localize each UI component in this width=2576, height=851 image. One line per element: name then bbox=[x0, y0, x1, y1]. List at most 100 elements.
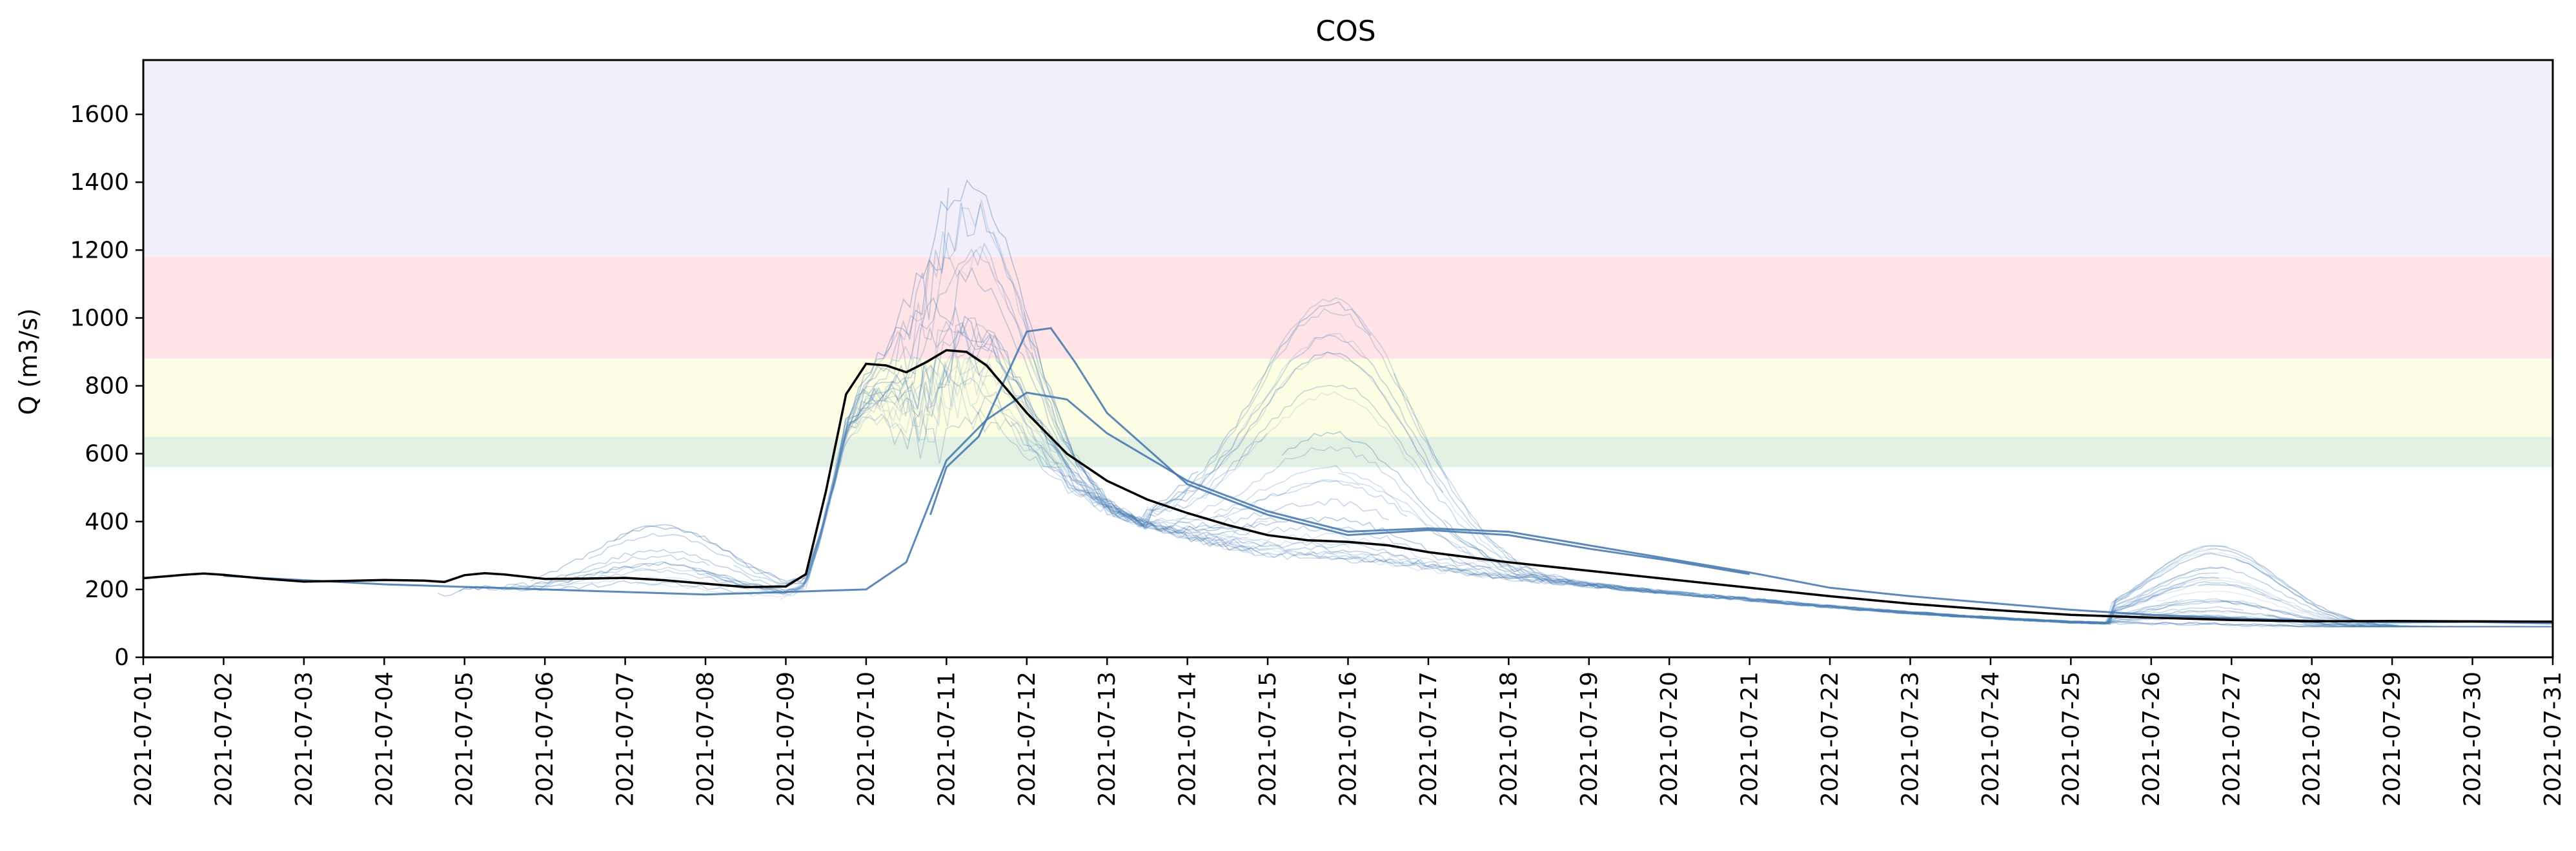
ensemble-member bbox=[2156, 590, 2549, 628]
ensemble-member bbox=[1925, 612, 2440, 628]
x-tick-label: 2021-07-17 bbox=[1415, 672, 1442, 806]
ensemble-member bbox=[848, 355, 1248, 541]
y-axis: 0 200 400 600 800 1000 1200 1400 1600 bbox=[70, 101, 143, 671]
x-tick-label: 2021-07-07 bbox=[613, 672, 639, 806]
ensemble-member bbox=[469, 387, 875, 593]
ensemble-member bbox=[1195, 535, 1524, 582]
ensemble-member bbox=[918, 363, 1266, 545]
ensemble-member bbox=[829, 357, 1350, 549]
x-tick-label: 2021-07-27 bbox=[2218, 672, 2245, 806]
x-tick-label: 2021-07-23 bbox=[1898, 672, 1924, 806]
ensemble-member bbox=[2351, 624, 2551, 628]
x-tick-label: 2021-07-03 bbox=[291, 672, 318, 806]
ensemble-median bbox=[223, 391, 2553, 624]
ensemble-member bbox=[1023, 301, 1372, 528]
ensemble-member bbox=[2402, 626, 2550, 628]
ensemble-member bbox=[1118, 307, 1447, 522]
ensemble-member bbox=[1161, 334, 1657, 593]
ensemble-member bbox=[437, 580, 753, 597]
ensemble-forecasts bbox=[223, 179, 2553, 628]
ensemble-member bbox=[992, 231, 1366, 523]
ensemble-member bbox=[1393, 373, 1774, 603]
ensemble-member bbox=[1792, 595, 2159, 624]
ensemble-member bbox=[1894, 566, 2229, 625]
ensemble-member bbox=[1503, 571, 1947, 615]
ensemble-member bbox=[706, 329, 1061, 593]
ensemble-member bbox=[1093, 493, 1570, 586]
ensemble-member bbox=[531, 188, 949, 584]
ensemble-member bbox=[1468, 543, 2009, 620]
x-tick-label: 2021-07-29 bbox=[2379, 672, 2406, 806]
observed-line bbox=[143, 349, 2553, 623]
ensemble-member bbox=[1909, 553, 2398, 628]
ensemble-member bbox=[636, 379, 1164, 598]
y-tick-label: 0 bbox=[114, 644, 129, 671]
ensemble-member bbox=[938, 315, 1492, 569]
ensemble-member bbox=[1589, 582, 2014, 621]
ensemble-member bbox=[1983, 616, 2453, 628]
ensemble-member bbox=[1762, 572, 2219, 624]
ensemble-member bbox=[1213, 464, 1786, 604]
ensemble-member bbox=[1896, 606, 2244, 624]
x-tick-label: 2021-07-13 bbox=[1094, 672, 1121, 806]
x-tick-label: 2021-07-06 bbox=[532, 672, 558, 806]
ensemble-member bbox=[724, 322, 1278, 594]
ensemble-member bbox=[1335, 557, 1766, 603]
x-tick-label: 2021-07-30 bbox=[2460, 672, 2486, 806]
ensemble-member bbox=[1820, 604, 2058, 622]
ensemble-member bbox=[1443, 519, 1849, 609]
ensemble-member bbox=[1976, 584, 2266, 624]
ensemble-member bbox=[2235, 559, 2551, 628]
ensemble-member bbox=[733, 242, 1268, 585]
ensemble-member bbox=[1874, 545, 2229, 625]
x-tick-label: 2021-07-01 bbox=[130, 672, 157, 806]
y-tick-label: 600 bbox=[85, 441, 129, 467]
x-tick-label: 2021-07-16 bbox=[1335, 672, 1362, 806]
ensemble-member bbox=[2003, 610, 2550, 628]
ensemble-member bbox=[1998, 617, 2513, 628]
ensemble-member bbox=[1825, 548, 2307, 624]
ensemble-member bbox=[816, 411, 1255, 556]
x-tick-label: 2021-07-24 bbox=[1978, 672, 2004, 806]
x-tick-label: 2021-07-04 bbox=[371, 672, 398, 806]
ensemble-member bbox=[1934, 560, 2179, 625]
ensemble-median bbox=[929, 327, 1750, 575]
ensemble-member bbox=[961, 245, 1419, 527]
threshold-band-3 bbox=[143, 60, 2553, 257]
ensemble-member bbox=[1031, 351, 1444, 524]
x-tick-label: 2021-07-18 bbox=[1496, 672, 1522, 806]
ensemble-member bbox=[1121, 351, 1649, 593]
ensemble-member bbox=[1487, 566, 1726, 598]
ensemble-member bbox=[1835, 551, 2273, 625]
ensemble-member bbox=[1963, 600, 2362, 627]
ensemble-member bbox=[2069, 577, 2532, 628]
x-tick-label: 2021-07-25 bbox=[2058, 672, 2084, 806]
ensemble-member bbox=[846, 200, 1194, 522]
threshold-band-2 bbox=[143, 358, 2553, 437]
x-tick-label: 2021-07-10 bbox=[853, 672, 880, 806]
x-tick-label: 2021-07-11 bbox=[933, 672, 960, 806]
ensemble-member bbox=[1030, 431, 1405, 564]
ensemble-member bbox=[1398, 558, 1701, 595]
ensemble-member bbox=[1719, 595, 2010, 620]
threshold-band-0 bbox=[143, 436, 2553, 467]
ensemble-member bbox=[1306, 552, 1660, 593]
y-tick-label: 800 bbox=[85, 373, 129, 400]
ensemble-member bbox=[2107, 566, 2551, 628]
ensemble-member bbox=[1010, 421, 1577, 585]
y-tick-label: 1200 bbox=[70, 237, 129, 263]
ensemble-member bbox=[1090, 479, 1361, 527]
y-tick-label: 1400 bbox=[70, 169, 129, 196]
x-tick-label: 2021-07-15 bbox=[1255, 672, 1281, 806]
ensemble-member bbox=[588, 202, 1033, 584]
ensemble-member bbox=[613, 179, 1199, 582]
x-tick-label: 2021-07-14 bbox=[1175, 672, 1201, 806]
x-tick-label: 2021-07-21 bbox=[1737, 672, 1763, 806]
ensemble-member bbox=[1130, 480, 1408, 525]
x-tick-label: 2021-07-05 bbox=[452, 672, 478, 806]
ensemble-member bbox=[1230, 543, 1776, 604]
ensemble-member bbox=[1453, 555, 1962, 618]
ensemble-member bbox=[2150, 548, 2550, 628]
ensemble-member bbox=[1281, 431, 1783, 602]
